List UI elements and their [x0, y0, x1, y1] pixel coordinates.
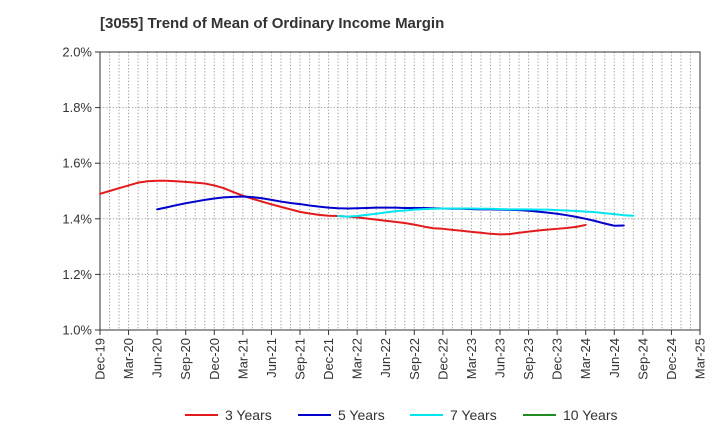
x-tick-label: Dec-19: [93, 338, 108, 380]
legend-label: 5 Years: [338, 407, 385, 423]
x-tick-label: Sep-20: [178, 338, 193, 380]
legend-label: 7 Years: [450, 407, 497, 423]
plot-frame: [99, 51, 701, 331]
x-tick-label: Dec-23: [550, 338, 565, 380]
series-line: [156, 195, 625, 227]
x-tick-label: Sep-24: [635, 338, 650, 380]
x-tick-label: Mar-20: [121, 338, 136, 379]
x-tick-label: Jun-21: [264, 338, 279, 378]
x-tick-label: Mar-25: [693, 338, 708, 379]
y-tick-label: 1.6%: [62, 156, 92, 171]
y-tick-label: 1.4%: [62, 211, 92, 226]
x-tick-label: Dec-24: [664, 338, 679, 380]
legend-label: 10 Years: [563, 407, 618, 423]
series-line: [337, 207, 635, 218]
y-tick-label: 1.2%: [62, 267, 92, 282]
x-tick-label: Dec-22: [435, 338, 450, 380]
y-tick-label: 1.0%: [62, 323, 92, 338]
x-tick-label: Sep-22: [407, 338, 422, 380]
y-tick-label: 2.0%: [62, 45, 92, 60]
chart-title: [3055] Trend of Mean of Ordinary Income …: [100, 15, 445, 32]
x-tick-label: Jun-23: [493, 338, 508, 378]
x-tick-label: Jun-24: [607, 338, 622, 378]
legend-label: 3 Years: [225, 407, 272, 423]
x-tick-label: Sep-23: [521, 338, 536, 380]
x-tick-label: Sep-21: [293, 338, 308, 380]
x-tick-label: Mar-24: [578, 338, 593, 379]
x-tick-label: Jun-20: [150, 338, 165, 378]
y-tick-label: 1.8%: [62, 100, 92, 115]
x-tick-label: Mar-21: [235, 338, 250, 379]
x-tick-label: Dec-21: [321, 338, 336, 380]
x-tick-label: Mar-22: [350, 338, 365, 379]
x-tick-label: Dec-20: [207, 338, 222, 380]
x-tick-label: Jun-22: [378, 338, 393, 378]
x-tick-label: Mar-23: [464, 338, 479, 379]
